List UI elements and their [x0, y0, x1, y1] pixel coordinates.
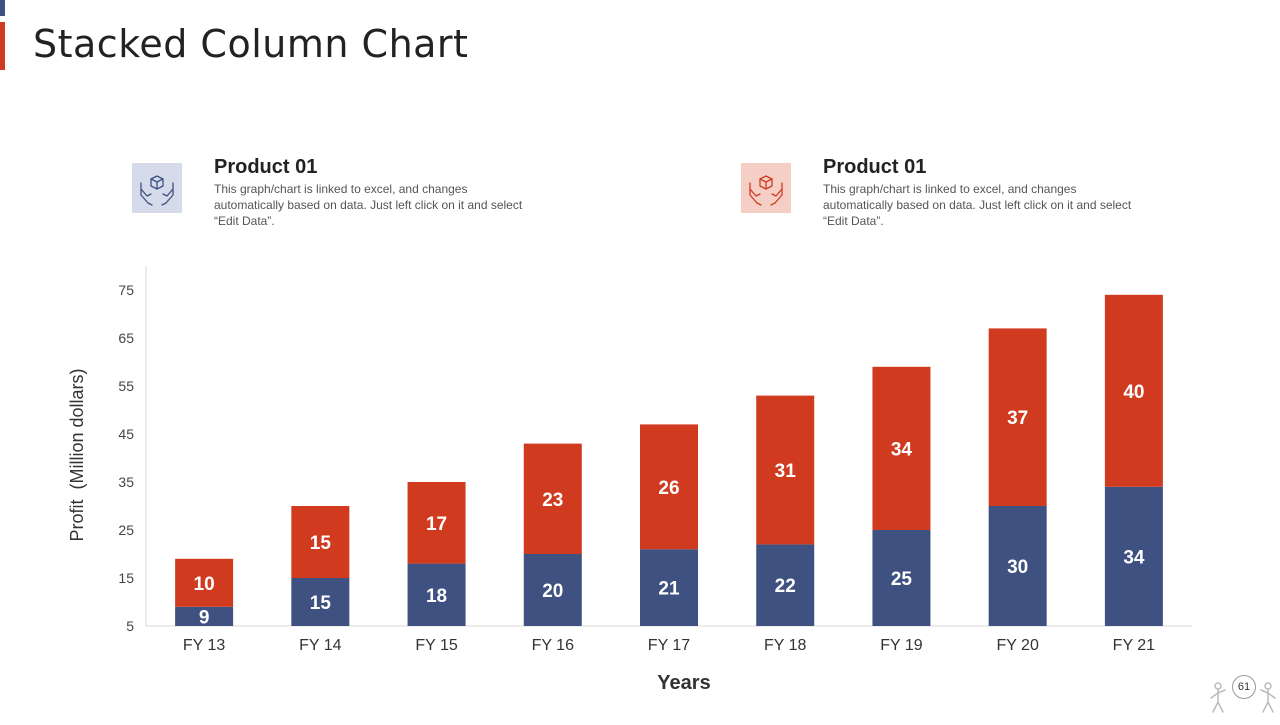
legend-description: This graph/chart is linked to excel, and… [823, 182, 1132, 228]
data-label: 31 [775, 461, 797, 482]
legend-description: This graph/chart is linked to excel, and… [214, 182, 523, 228]
data-label: 40 [1123, 382, 1144, 403]
bar-segment [291, 506, 350, 578]
bar-segment [640, 549, 698, 626]
product-1-icon [132, 163, 182, 213]
accent-bar-red [0, 22, 5, 70]
data-label: 15 [310, 533, 332, 554]
legend-product-1: Product 01 This graph/chart is linked to… [214, 156, 534, 229]
legend-title: Product 01 [823, 156, 927, 178]
y-tick-label: 5 [126, 618, 134, 634]
y-axis-title: Profit (Million dollars) [67, 368, 87, 541]
x-tick-label: FY 20 [996, 637, 1039, 654]
data-label: 21 [658, 579, 680, 600]
x-tick-label: FY 18 [764, 637, 807, 654]
data-label: 34 [891, 439, 913, 460]
data-label: 10 [194, 574, 215, 595]
y-tick-label: 45 [118, 426, 134, 442]
x-tick-label: FY 17 [648, 637, 691, 654]
y-tick-label: 55 [118, 378, 134, 394]
y-tick-label: 35 [118, 474, 134, 490]
bar-segment [407, 563, 466, 626]
x-tick-label: FY 19 [880, 637, 923, 654]
bar-segment [756, 544, 815, 626]
x-tick-label: FY 15 [415, 637, 458, 654]
y-tick-label: 65 [118, 330, 134, 346]
bar-segment [872, 366, 931, 530]
product-2-icon [741, 163, 791, 213]
data-label: 30 [1007, 557, 1028, 578]
data-label: 34 [1123, 547, 1145, 568]
bar-segment [175, 606, 234, 626]
data-label: 20 [542, 581, 563, 602]
slide-title: Stacked Column Chart [33, 22, 469, 66]
data-label: 18 [426, 586, 447, 607]
accent-bar-blue [0, 0, 5, 16]
x-tick-label: FY 21 [1113, 637, 1156, 654]
y-tick-label: 25 [118, 522, 134, 538]
data-label: 25 [891, 569, 913, 590]
bar-segment [291, 578, 350, 626]
bar-segment [872, 530, 931, 626]
y-tick-label: 75 [118, 282, 134, 298]
legend-title: Product 01 [214, 156, 318, 178]
bar-segment [988, 506, 1047, 626]
x-tick-label: FY 14 [299, 637, 342, 654]
bar-segment [523, 443, 582, 554]
bar-segment [640, 424, 698, 550]
x-tick-label: FY 13 [183, 637, 226, 654]
legend-product-2: Product 01 This graph/chart is linked to… [823, 156, 1143, 229]
data-label: 17 [426, 514, 447, 535]
data-label: 15 [310, 593, 332, 614]
bar-segment [407, 482, 466, 564]
y-tick-label: 15 [118, 570, 134, 586]
data-label: 22 [775, 576, 796, 597]
bar-segment [988, 328, 1047, 506]
bar-segment [756, 395, 815, 545]
data-label: 26 [658, 478, 679, 499]
x-tick-label: FY 16 [532, 637, 575, 654]
data-label: 9 [199, 607, 210, 628]
bar-segment [1104, 486, 1163, 626]
data-label: 23 [542, 490, 563, 511]
team-figures-icon [1208, 680, 1278, 725]
bar-segment [175, 558, 234, 607]
x-axis-title: Years [657, 672, 710, 694]
bar-segment [523, 554, 582, 626]
page-number: 61 [1232, 675, 1256, 699]
data-label: 37 [1007, 408, 1028, 429]
bar-segment [1104, 294, 1163, 487]
